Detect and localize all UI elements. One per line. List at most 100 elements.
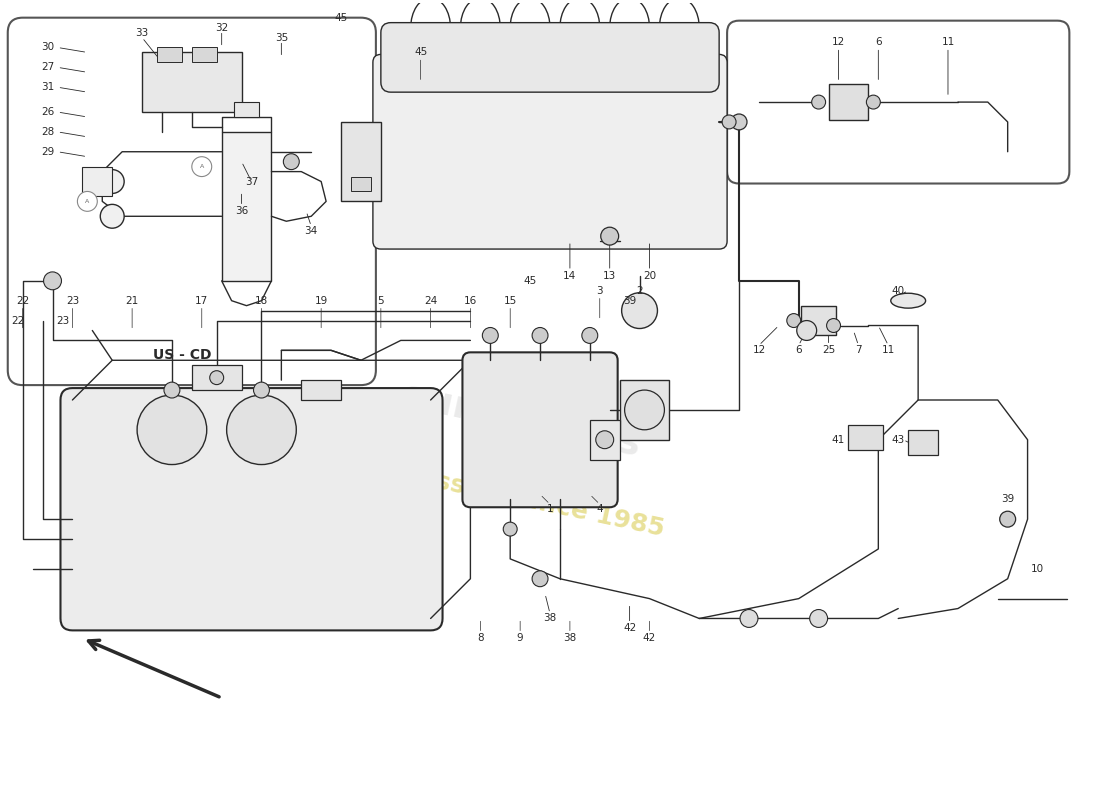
Circle shape	[740, 610, 758, 627]
Circle shape	[625, 390, 664, 430]
Text: 38: 38	[543, 614, 557, 623]
Circle shape	[503, 522, 517, 536]
Bar	[233, 102, 260, 117]
FancyBboxPatch shape	[727, 21, 1069, 183]
Text: 27: 27	[41, 62, 54, 72]
Text: 14: 14	[563, 271, 576, 281]
Text: A: A	[85, 199, 89, 204]
FancyBboxPatch shape	[8, 18, 376, 385]
Text: 39: 39	[1001, 494, 1014, 504]
Bar	[590, 420, 619, 459]
Bar	[341, 122, 381, 202]
Text: 22: 22	[11, 315, 24, 326]
Text: 39: 39	[623, 296, 636, 306]
Circle shape	[810, 610, 827, 627]
Text: 22: 22	[16, 296, 30, 306]
Circle shape	[826, 318, 840, 333]
Bar	[828, 84, 868, 120]
Circle shape	[138, 395, 207, 465]
Bar	[351, 177, 371, 191]
Text: 23: 23	[66, 296, 79, 306]
Text: 31: 31	[41, 82, 54, 92]
Text: 24: 24	[424, 296, 437, 306]
Text: 45: 45	[414, 47, 427, 58]
Text: 45: 45	[524, 276, 537, 286]
Text: 17: 17	[195, 296, 208, 306]
Text: 20: 20	[642, 271, 656, 281]
Bar	[222, 132, 272, 281]
Bar	[619, 380, 670, 440]
Bar	[82, 166, 112, 197]
FancyBboxPatch shape	[373, 54, 727, 249]
Text: 9: 9	[517, 634, 524, 643]
Text: 30: 30	[41, 42, 54, 53]
Circle shape	[601, 227, 618, 245]
Bar	[909, 430, 938, 454]
Text: 25: 25	[822, 346, 835, 355]
Text: 12: 12	[752, 346, 766, 355]
Text: 38: 38	[563, 634, 576, 643]
Text: US - CD: US - CD	[153, 348, 211, 362]
Circle shape	[532, 571, 548, 586]
Text: 28: 28	[41, 127, 54, 137]
Text: 3: 3	[596, 286, 603, 296]
Circle shape	[582, 327, 597, 343]
Bar	[848, 425, 883, 450]
Text: 19: 19	[315, 296, 328, 306]
Text: 45: 45	[334, 13, 348, 22]
Bar	[191, 47, 217, 62]
Bar	[142, 53, 242, 112]
Text: 26: 26	[41, 107, 54, 117]
Circle shape	[732, 114, 747, 130]
Text: 29: 29	[41, 146, 54, 157]
Text: 33: 33	[135, 27, 149, 38]
Circle shape	[100, 204, 124, 228]
Text: 18: 18	[255, 296, 268, 306]
Text: 42: 42	[623, 623, 636, 634]
Circle shape	[77, 191, 97, 211]
FancyBboxPatch shape	[462, 352, 618, 507]
Text: 13: 13	[603, 271, 616, 281]
Text: A: A	[199, 164, 204, 169]
Circle shape	[786, 314, 801, 327]
Text: 6: 6	[874, 38, 881, 47]
Text: 40: 40	[892, 286, 905, 296]
Bar	[157, 47, 182, 62]
Bar	[191, 366, 242, 390]
Circle shape	[210, 370, 223, 385]
Circle shape	[482, 327, 498, 343]
Circle shape	[532, 327, 548, 343]
Text: 8: 8	[477, 634, 484, 643]
Text: 4: 4	[596, 504, 603, 514]
Circle shape	[100, 170, 124, 194]
Text: 41: 41	[832, 434, 845, 445]
Text: 43: 43	[892, 434, 905, 445]
Circle shape	[1000, 511, 1015, 527]
Circle shape	[867, 95, 880, 109]
Text: 32: 32	[214, 22, 229, 33]
Text: 34: 34	[305, 226, 318, 236]
FancyBboxPatch shape	[381, 22, 719, 92]
Text: 5: 5	[377, 296, 384, 306]
Text: 11: 11	[942, 38, 955, 47]
Text: 11: 11	[882, 346, 895, 355]
Circle shape	[722, 115, 736, 129]
Text: 36: 36	[235, 206, 249, 216]
FancyBboxPatch shape	[60, 388, 442, 630]
Text: 16: 16	[464, 296, 477, 306]
Text: 21: 21	[125, 296, 139, 306]
Bar	[801, 306, 836, 335]
Circle shape	[164, 382, 180, 398]
Circle shape	[284, 154, 299, 170]
Circle shape	[227, 395, 296, 465]
Ellipse shape	[891, 294, 925, 308]
Circle shape	[253, 382, 270, 398]
Text: 12: 12	[832, 38, 845, 47]
Circle shape	[191, 157, 211, 177]
Circle shape	[812, 95, 826, 109]
Circle shape	[621, 293, 658, 329]
Text: 1: 1	[547, 504, 553, 514]
Text: 10: 10	[1031, 564, 1044, 574]
Text: eurospares: eurospares	[396, 376, 645, 464]
Text: 42: 42	[642, 634, 656, 643]
